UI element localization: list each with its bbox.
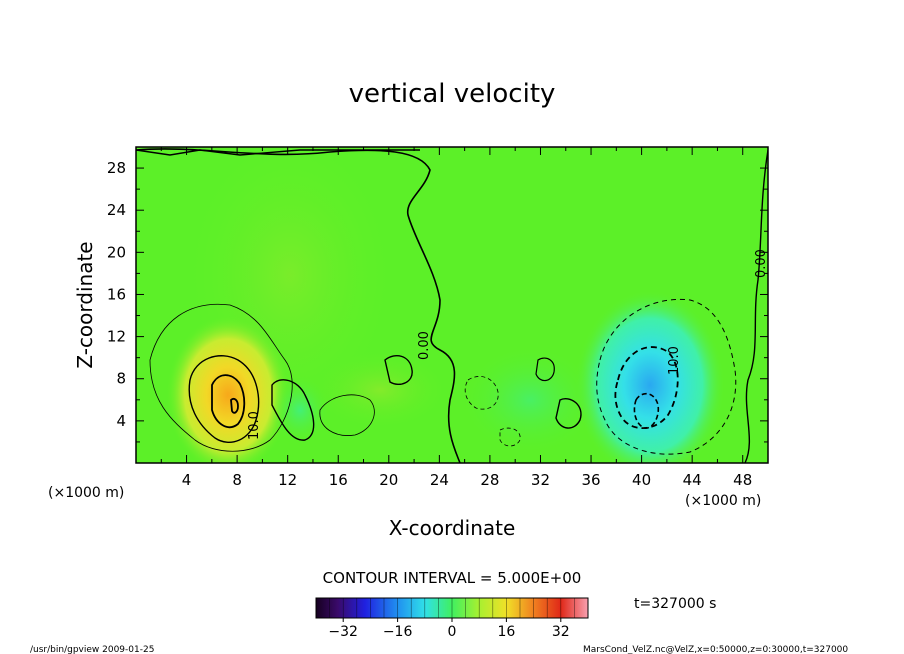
- colorbar-tick-label: −32: [328, 624, 358, 640]
- x-tick-label: 20: [379, 471, 398, 489]
- contour-label-zero-right: 0.00: [754, 249, 769, 278]
- x-unit-right: (×1000 m): [685, 493, 761, 509]
- colorbar-tick-label: 0: [448, 624, 457, 640]
- contour-updraft-mid: [188, 355, 260, 443]
- x-tick-label: 40: [632, 471, 651, 489]
- x-tick-label: 16: [329, 471, 348, 489]
- contour-updraft-outer: [149, 303, 293, 452]
- contour-right-wiggle: [555, 398, 582, 429]
- contour-mid-blob: [319, 394, 375, 436]
- y-tick-label: 24: [107, 201, 126, 219]
- contour-downdraft-10: [614, 346, 679, 430]
- contour-downdraft-outer: [596, 298, 737, 455]
- downdraft-region: [575, 290, 725, 463]
- heatmap-field: 10.0 0.00 10.0 0.00: [136, 147, 769, 463]
- colorbar-tick-label: 16: [497, 624, 515, 640]
- y-tick-label: 16: [107, 285, 126, 303]
- x-tick-label: 44: [683, 471, 702, 489]
- contour-neg-weak: [464, 376, 499, 410]
- y-tick-label: 28: [107, 159, 126, 177]
- footer-left: /usr/bin/gpview 2009-01-25: [30, 645, 154, 654]
- x-unit-left: (×1000 m): [48, 485, 124, 501]
- chart-title: vertical velocity: [349, 79, 556, 109]
- x-axis-label: X-coordinate: [389, 516, 516, 540]
- y-axis: 4 8 12 16 20 24 28: [107, 146, 768, 464]
- weak-downdraft-region-2: [460, 345, 600, 455]
- contour-small-loop: [271, 379, 315, 441]
- contour-updraft-10: [211, 374, 246, 429]
- contour-label-updraft: 10.0: [247, 411, 262, 440]
- y-tick-label: 12: [107, 328, 126, 346]
- x-tick-label: 32: [531, 471, 550, 489]
- colorbar-tick-label: −16: [383, 624, 413, 640]
- y-axis-label: Z-coordinate: [73, 241, 97, 368]
- colorbar-ticks: −32 −16 0 16 32: [315, 598, 589, 640]
- mild-updraft-region-2: [310, 350, 450, 430]
- x-tick-label: 4: [182, 471, 192, 489]
- x-tick-label: 28: [480, 471, 499, 489]
- zero-contour-upper: [136, 149, 420, 156]
- x-axis: 4 8 12 16 20 24 28 32 36 40 44 48: [135, 147, 769, 489]
- x-tick-label: 24: [430, 471, 449, 489]
- plot-frame: [135, 146, 769, 464]
- zero-contour-main: [136, 148, 461, 463]
- x-tick-label: 48: [733, 471, 752, 489]
- contour-label-zero-mid: 0.00: [417, 331, 432, 360]
- contour-label-downdraft: 10.0: [667, 346, 682, 375]
- contour-interval: CONTOUR INTERVAL = 5.000E+00: [323, 569, 582, 587]
- contour-neg-weak-2: [499, 427, 521, 447]
- x-tick-label: 8: [232, 471, 242, 489]
- x-tick-label: 36: [581, 471, 600, 489]
- footer-right: MarsCond_VelZ.nc@VelZ,x=0:50000,z=0:3000…: [583, 645, 848, 654]
- contour-small-loop-2: [384, 354, 413, 386]
- colorbar-tick-label: 32: [552, 624, 570, 640]
- contour-small-loop-3: [535, 357, 555, 382]
- y-tick-label: 4: [116, 412, 126, 430]
- zero-contour-right: [744, 149, 768, 463]
- y-tick-label: 8: [116, 370, 126, 388]
- contour-lines: [136, 148, 768, 463]
- weak-downdraft-region: [270, 375, 330, 445]
- time-label: t=327000 s: [634, 596, 716, 612]
- contour-updraft-core: [230, 397, 239, 414]
- x-tick-label: 12: [278, 471, 297, 489]
- updraft-region: [166, 315, 290, 463]
- y-tick-label: 20: [107, 243, 126, 261]
- contour-downdraft-core: [633, 392, 660, 429]
